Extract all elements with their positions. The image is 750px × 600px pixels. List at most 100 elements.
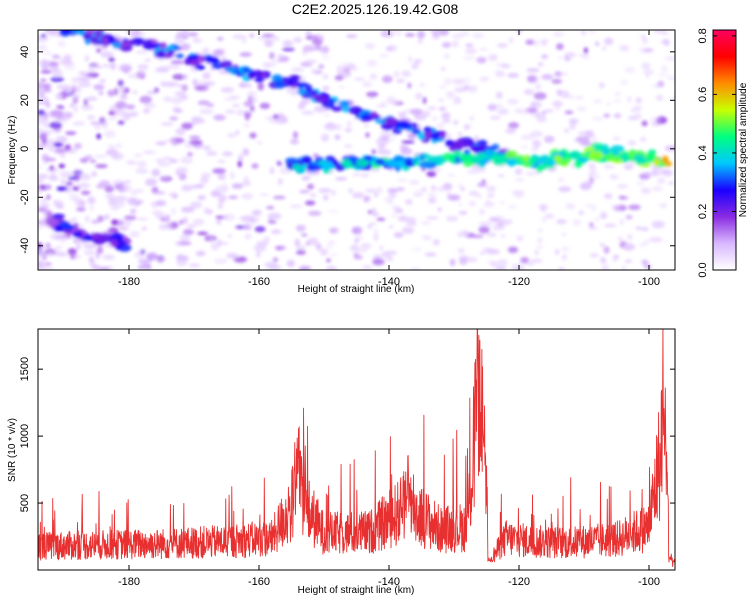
heatmap-blob	[509, 37, 514, 44]
heatmap-blob	[299, 190, 310, 194]
heatmap-blob	[162, 156, 173, 161]
heatmap-blob	[49, 121, 63, 129]
heatmap-blob	[640, 137, 647, 142]
heatmap-blob	[289, 74, 301, 81]
heatmap-blob	[269, 52, 275, 60]
heatmap-blob	[669, 96, 675, 100]
heatmap-blob	[151, 168, 161, 177]
heatmap-blob	[388, 99, 400, 105]
heatmap-blob	[60, 179, 66, 185]
heatmap-blob	[274, 245, 286, 250]
heatmap-blob	[561, 255, 567, 261]
heatmap-blob	[61, 61, 75, 66]
heatmap-blob	[87, 115, 95, 120]
heatmap-blob	[239, 52, 252, 57]
heatmap-blob	[462, 56, 475, 60]
heatmap-blob	[262, 33, 275, 38]
heatmap-blob	[423, 131, 431, 138]
heatmap-blob	[664, 169, 670, 173]
heatmap-blob	[189, 263, 200, 268]
heatmap-blob	[241, 193, 254, 200]
heatmap-blob	[182, 217, 189, 224]
heatmap-blob	[194, 64, 206, 71]
heatmap-blob	[600, 212, 607, 220]
heatmap-blob	[38, 179, 44, 183]
heatmap-blob	[465, 123, 473, 129]
heatmap-blob	[460, 32, 470, 36]
heatmap-blob	[605, 163, 610, 170]
heatmap-blob	[140, 265, 149, 270]
heatmap-blob	[221, 183, 228, 191]
heatmap-blob	[69, 103, 75, 108]
heatmap-blob	[312, 38, 323, 46]
heatmap-blob	[43, 111, 49, 119]
heatmap-blob	[501, 64, 511, 68]
heatmap-blob	[425, 216, 439, 220]
heatmap-blob	[249, 105, 255, 112]
heatmap-blob	[160, 122, 174, 126]
heatmap-blob	[488, 54, 498, 61]
heatmap-blob	[525, 171, 536, 176]
heatmap-blob	[133, 200, 139, 208]
heatmap-blob	[95, 30, 102, 38]
colorbar-tick: 0.0	[697, 262, 709, 277]
heatmap-blob	[180, 43, 191, 51]
heatmap-blob	[336, 65, 342, 73]
heatmap-blob	[88, 256, 95, 264]
heatmap-blob	[385, 117, 398, 126]
heatmap-blob	[504, 150, 518, 160]
heatmap-blob	[56, 186, 68, 192]
heatmap-blob	[453, 120, 459, 126]
heatmap-blob	[53, 142, 64, 148]
heatmap-blob	[132, 90, 138, 95]
heatmap-blob	[575, 136, 590, 144]
heatmap-blob	[74, 88, 82, 94]
heatmap-blob	[446, 215, 458, 222]
heatmap-blob	[205, 150, 218, 156]
heatmap-blob	[346, 34, 358, 38]
heatmap-blob	[45, 220, 60, 226]
heatmap-blob	[162, 81, 175, 87]
heatmap-blob	[306, 183, 315, 190]
heatmap-blob	[408, 55, 413, 63]
heatmap-blob	[189, 139, 203, 146]
heatmap-blob	[60, 151, 66, 159]
heatmap-blob	[527, 261, 534, 267]
heatmap-blob	[403, 108, 411, 114]
snr-x-tick: -160	[248, 576, 270, 588]
heatmap-blob	[136, 217, 148, 221]
heatmap-blob	[289, 204, 303, 208]
heatmap-blob	[604, 223, 617, 228]
heatmap-blob	[409, 180, 420, 185]
heatmap-blob	[380, 30, 394, 38]
heatmap-blob	[588, 163, 596, 170]
heatmap-blob	[39, 132, 48, 141]
heatmap-blob	[505, 127, 517, 134]
heatmap-blob	[174, 108, 183, 114]
heatmap-blob	[397, 120, 411, 129]
heatmap-blob	[179, 94, 189, 101]
heatmap-y-tick: 20	[19, 94, 31, 106]
heatmap-blob	[187, 152, 193, 157]
heatmap-blob	[633, 154, 645, 162]
heatmap-blob	[426, 155, 438, 163]
heatmap-blob	[168, 192, 178, 198]
heatmap-blob	[534, 249, 539, 256]
heatmap-blob	[384, 196, 393, 203]
heatmap-blob	[595, 216, 600, 222]
heatmap-blob	[45, 184, 52, 190]
heatmap-blob	[313, 69, 323, 75]
heatmap-blob	[486, 185, 497, 193]
heatmap-blob	[604, 37, 614, 46]
heatmap-blob	[74, 142, 82, 150]
heatmap-blob	[129, 230, 140, 238]
heatmap-blob	[430, 132, 440, 141]
heatmap-blob	[259, 193, 270, 197]
heatmap-blob	[584, 130, 594, 138]
heatmap-blob	[662, 155, 669, 164]
heatmap-blob	[193, 37, 199, 43]
heatmap-blob	[338, 100, 350, 108]
heatmap-blob	[302, 45, 316, 52]
heatmap-blob	[56, 94, 62, 100]
heatmap-blob	[598, 82, 605, 89]
